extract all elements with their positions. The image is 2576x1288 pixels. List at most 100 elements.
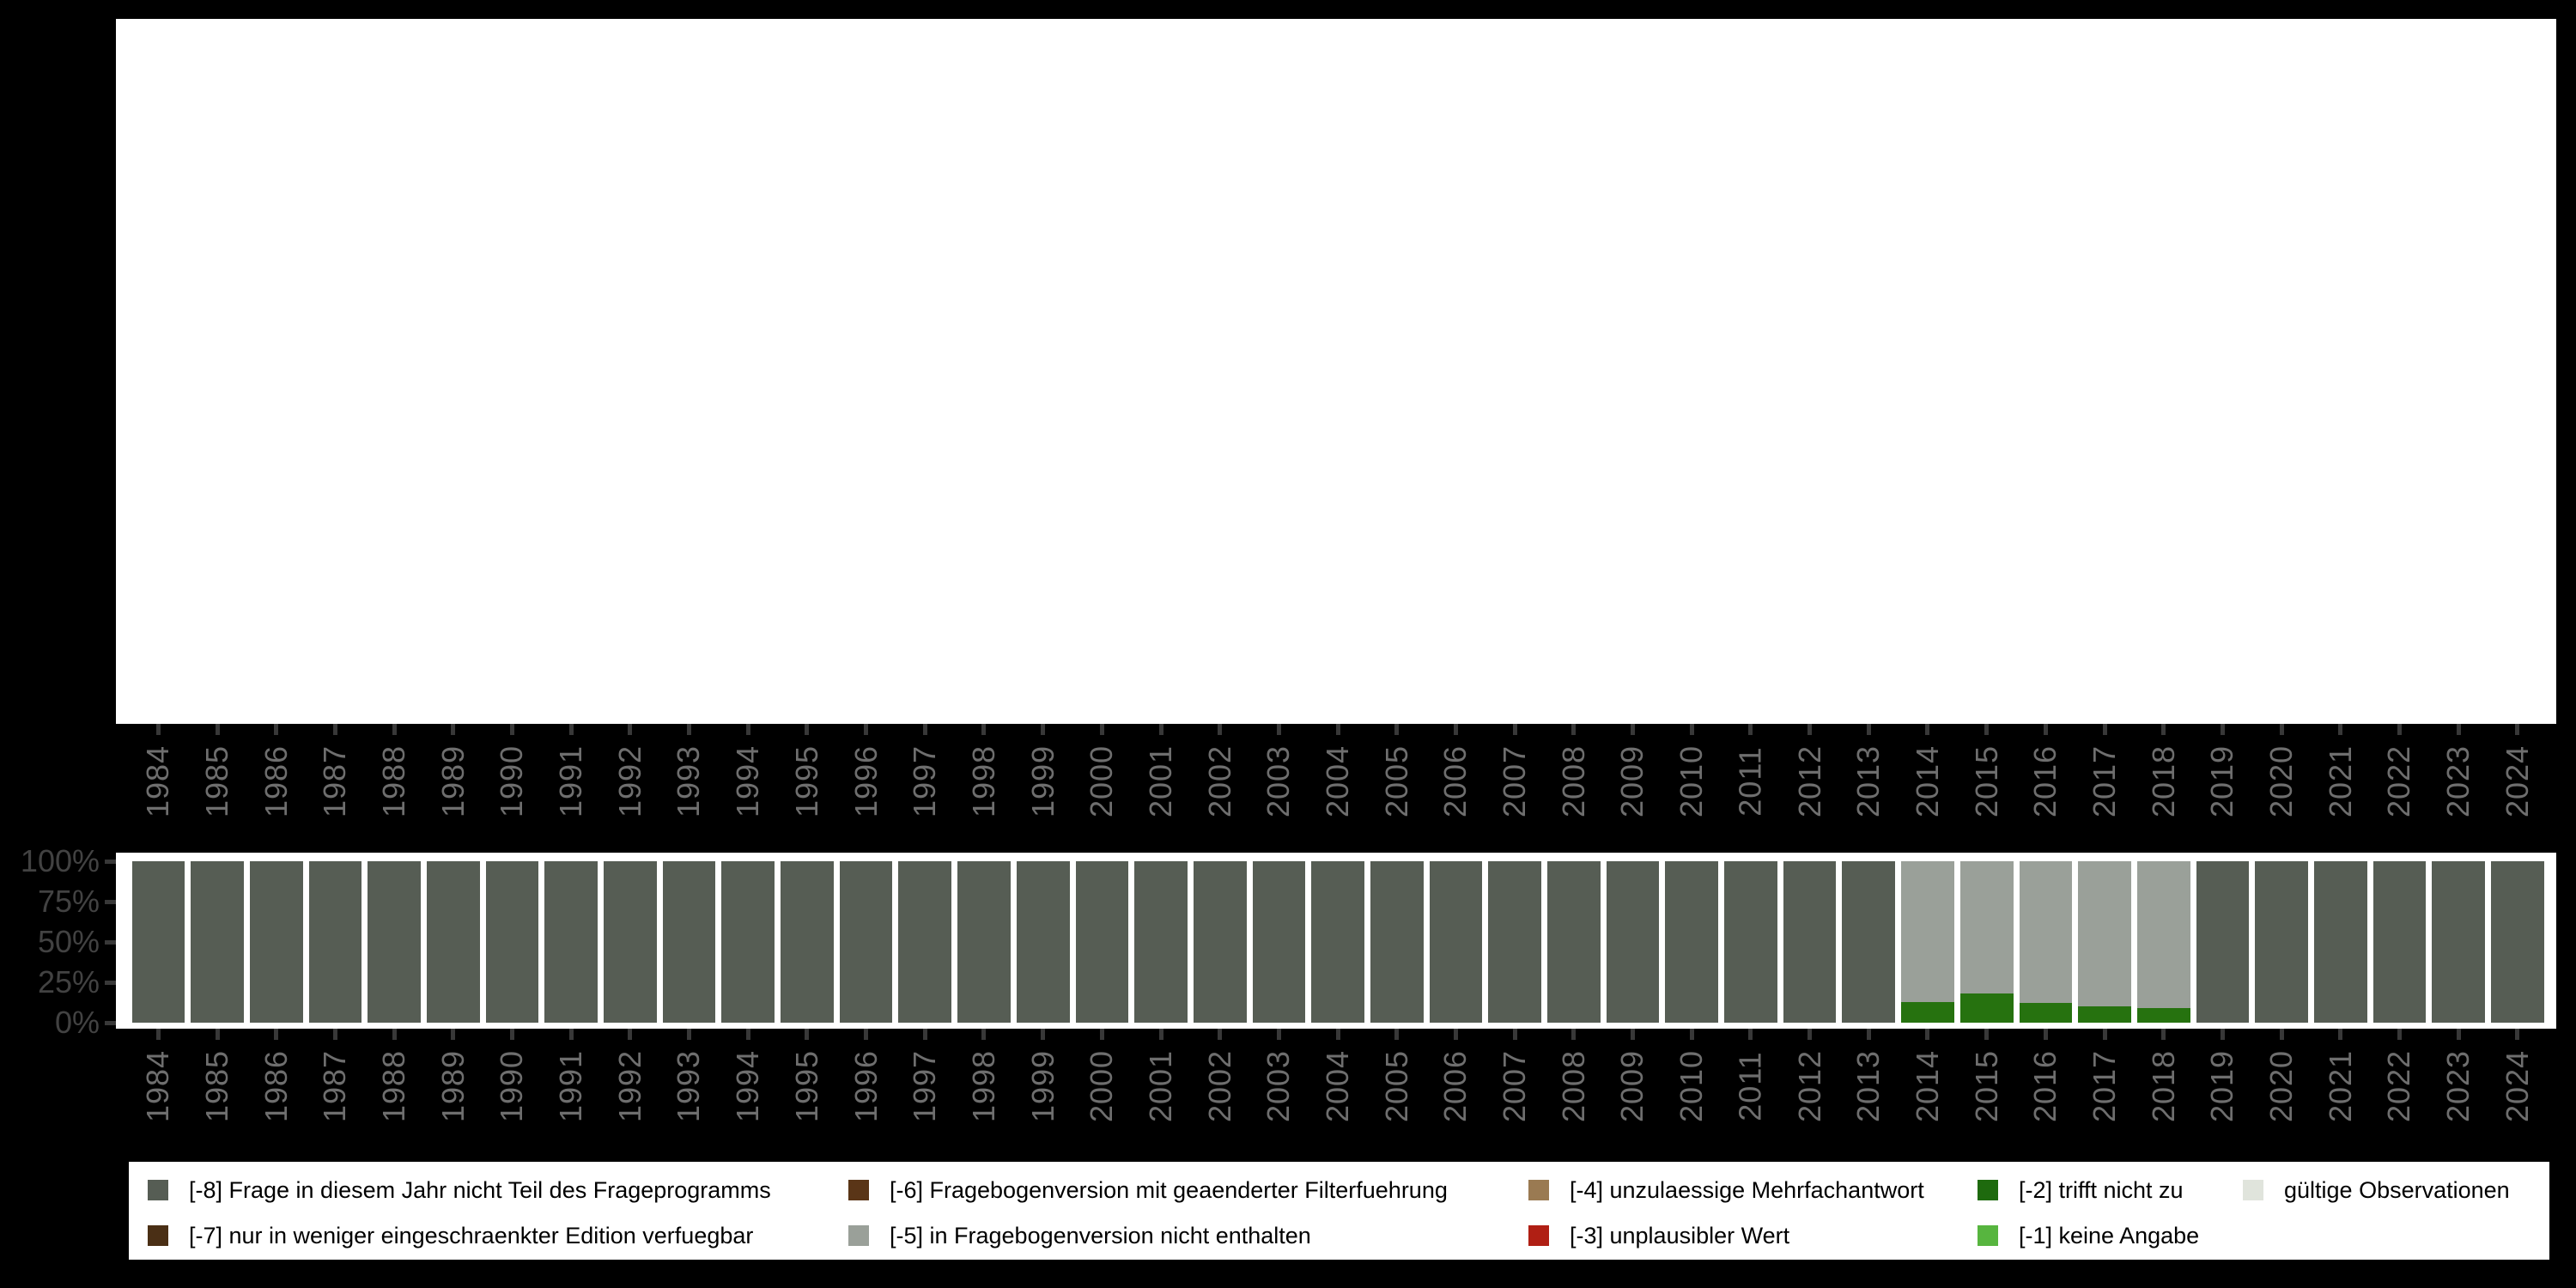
x-year-label-wrap: 1988 xyxy=(375,738,413,824)
legend-swatch xyxy=(148,1180,168,1200)
x-slot-2010: 2010 xyxy=(1662,1029,1722,1129)
x-tick xyxy=(1158,724,1163,735)
bar-1987 xyxy=(308,861,362,1023)
y-tick xyxy=(105,981,116,985)
x-year-label-wrap: 2010 xyxy=(1673,1043,1710,1129)
x-tick xyxy=(2043,724,2048,735)
x-tick xyxy=(2397,724,2402,735)
x-slot-2008: 2008 xyxy=(1545,724,1604,824)
x-year-label-wrap: 2007 xyxy=(1496,738,1534,824)
x-year-label: 2016 xyxy=(2027,744,2063,818)
x-tick xyxy=(1866,1029,1871,1040)
bar-segment xyxy=(308,861,362,1023)
x-year-label: 1993 xyxy=(671,1049,707,1123)
x-year-label: 2022 xyxy=(2381,744,2417,818)
legend-swatch xyxy=(848,1225,869,1246)
bar-segment xyxy=(1488,861,1541,1023)
x-year-label-wrap: 2022 xyxy=(2380,1043,2418,1129)
x-year-label: 2009 xyxy=(1614,1049,1650,1123)
x-tick xyxy=(2043,1029,2048,1040)
x-year-label: 2008 xyxy=(1555,1049,1591,1123)
x-year-label: 1995 xyxy=(788,744,824,818)
x-slot-1992: 1992 xyxy=(601,1029,660,1129)
bar-2005 xyxy=(1370,861,1424,1023)
x-year-label-wrap: 1998 xyxy=(965,738,1003,824)
x-year-label: 2018 xyxy=(2145,744,2181,818)
x-tick xyxy=(451,1029,456,1040)
x-slot-1984: 1984 xyxy=(129,724,188,824)
bar-segment xyxy=(2136,1008,2190,1023)
x-year-label: 1987 xyxy=(317,1049,353,1123)
legend-swatch xyxy=(1528,1180,1549,1200)
x-tick xyxy=(805,1029,810,1040)
bar-1985 xyxy=(191,861,244,1023)
x-year-label: 2013 xyxy=(1850,1049,1886,1123)
x-tick xyxy=(1218,1029,1223,1040)
x-year-label-wrap: 1985 xyxy=(198,738,236,824)
x-tick xyxy=(864,1029,869,1040)
bar-segment xyxy=(2491,861,2544,1023)
bar-segment xyxy=(604,861,657,1023)
x-year-label: 2004 xyxy=(1320,744,1356,818)
bar-segment xyxy=(249,861,303,1023)
x-year-label-wrap: 2008 xyxy=(1555,738,1593,824)
bar-segment xyxy=(1901,861,1954,1002)
x-year-label-wrap: 2003 xyxy=(1260,1043,1297,1129)
x-slot-2018: 2018 xyxy=(2134,1029,2193,1129)
x-year-label-wrap: 1984 xyxy=(139,1043,177,1129)
x-year-label: 2008 xyxy=(1555,744,1591,818)
x-year-label: 2002 xyxy=(1201,1049,1237,1123)
x-year-label-wrap: 1996 xyxy=(848,1043,885,1129)
x-tick xyxy=(922,724,927,735)
x-slot-2023: 2023 xyxy=(2429,724,2488,824)
x-tick xyxy=(1807,724,1813,735)
x-slot-2004: 2004 xyxy=(1309,724,1368,824)
x-year-label: 2012 xyxy=(1791,1049,1827,1123)
x-slot-2008: 2008 xyxy=(1545,1029,1604,1129)
x-year-label: 1987 xyxy=(317,744,353,818)
bar-2024 xyxy=(2491,861,2544,1023)
bar-segment xyxy=(2372,861,2427,1023)
x-slot-2003: 2003 xyxy=(1249,724,1309,824)
x-slot-1996: 1996 xyxy=(836,724,896,824)
x-tick xyxy=(628,724,633,735)
x-axis-bottom: 1984 1985 1986 1987 1988 1989 1990 1991 1992 1993… xyxy=(129,1029,2547,1129)
x-year-label-wrap: 2007 xyxy=(1496,1043,1534,1129)
x-year-label: 2024 xyxy=(2499,744,2535,818)
x-year-label-wrap: 2015 xyxy=(1968,1043,2006,1129)
x-slot-1995: 1995 xyxy=(778,1029,837,1129)
x-year-label-wrap: 1997 xyxy=(906,1043,944,1129)
bar-2007 xyxy=(1488,861,1541,1023)
x-tick xyxy=(2456,1029,2461,1040)
legend-label: [-7] nur in weniger eingeschraenkter Edi… xyxy=(189,1222,754,1249)
x-year-label: 2011 xyxy=(1732,1051,1768,1121)
legend-label: [-2] trifft nicht zu xyxy=(2019,1176,2184,1203)
bar-1996 xyxy=(839,861,893,1023)
x-slot-2000: 2000 xyxy=(1072,1029,1132,1129)
x-tick xyxy=(568,724,574,735)
x-slot-2020: 2020 xyxy=(2252,724,2312,824)
legend-swatch xyxy=(848,1180,869,1200)
x-year-label: 2007 xyxy=(1497,744,1533,818)
y-tick xyxy=(105,900,116,904)
y-tick-label: 75% xyxy=(37,884,100,919)
x-year-label-wrap: 1998 xyxy=(965,1043,1003,1129)
bar-2014 xyxy=(1901,861,1954,1023)
x-slot-1989: 1989 xyxy=(423,724,483,824)
bar-segment xyxy=(1959,993,2014,1023)
legend-label: [-4] unzulaessige Mehrfachantwort xyxy=(1570,1176,1924,1203)
y-tick xyxy=(105,1021,116,1025)
legend-swatch xyxy=(1978,1225,1998,1246)
legend-entry: [-8] Frage in diesem Jahr nicht Teil des… xyxy=(148,1177,771,1203)
bar-segment xyxy=(1252,861,1306,1023)
x-year-label-wrap: 2001 xyxy=(1142,1043,1180,1129)
x-year-label-wrap: 2023 xyxy=(2439,738,2477,824)
x-year-label: 1995 xyxy=(788,1049,824,1123)
x-tick xyxy=(568,1029,574,1040)
x-slot-2022: 2022 xyxy=(2370,1029,2429,1129)
x-year-label-wrap: 1990 xyxy=(493,738,531,824)
bar-segment xyxy=(2078,1006,2131,1023)
x-tick xyxy=(981,1029,987,1040)
x-slot-1995: 1995 xyxy=(778,724,837,824)
bar-1989 xyxy=(426,861,480,1023)
